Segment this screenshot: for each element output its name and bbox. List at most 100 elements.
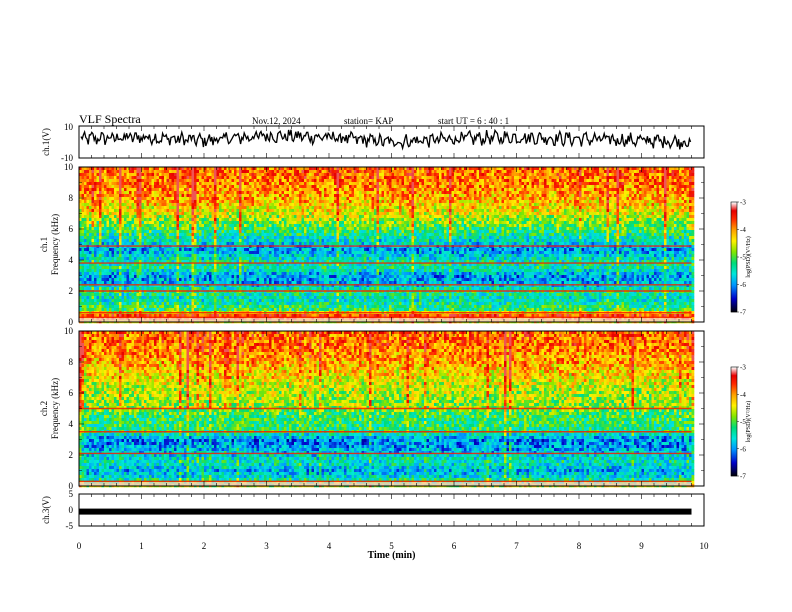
ch1-spectrogram-cell bbox=[104, 197, 107, 200]
ch1-spectrogram-cell bbox=[162, 230, 165, 233]
ch1-spectrogram-cell bbox=[87, 224, 90, 227]
ch1-spectrogram-cell bbox=[82, 221, 85, 224]
ch1-spectrogram-cell bbox=[109, 302, 112, 305]
ch1-spectrogram-cell bbox=[97, 305, 100, 308]
ch1-spectrogram-cell bbox=[129, 308, 132, 311]
ch1-spectrogram-cell bbox=[114, 194, 117, 197]
ch1-spectrogram-cell bbox=[102, 287, 105, 290]
ch1-spectrogram-cell bbox=[82, 215, 85, 218]
ch1-spectrogram-cell bbox=[139, 194, 142, 197]
ch1-spectrogram-cell bbox=[144, 254, 147, 257]
ch1-spectrogram-cell bbox=[142, 287, 145, 290]
ch1-spectrogram-cell bbox=[157, 242, 160, 245]
ch1-spectrogram-cell bbox=[122, 182, 125, 185]
ch1-spectrogram-cell bbox=[137, 212, 140, 215]
ch1-spectrogram-cell bbox=[137, 185, 140, 188]
ch1-spectrogram-cell bbox=[154, 272, 157, 275]
ch1-spectrogram-cell bbox=[104, 188, 107, 191]
ch1-spectrogram-cell bbox=[144, 197, 147, 200]
ch1-spectrogram-cell bbox=[134, 299, 137, 302]
ch1-spectrogram-cell bbox=[94, 218, 97, 221]
ch1-spectrogram-cell bbox=[97, 215, 100, 218]
ch1-spectrogram-cell bbox=[162, 242, 165, 245]
ch1-spectrogram-cell bbox=[134, 194, 137, 197]
ch1-spectrogram-cell bbox=[94, 239, 97, 242]
ch1-spectrogram-cell bbox=[97, 191, 100, 194]
ch1-spectrogram-cell bbox=[129, 197, 132, 200]
ch1-spectrogram-cell bbox=[134, 233, 137, 236]
ch1-spectrogram-cell bbox=[92, 266, 95, 269]
ch1-spectrogram-cell bbox=[139, 239, 142, 242]
ch1-spectrogram-cell bbox=[112, 218, 115, 221]
ch1-spectrogram-cell bbox=[112, 224, 115, 227]
ch1-spectrogram-cell bbox=[87, 302, 90, 305]
ch1-spectrogram-cell bbox=[124, 212, 127, 215]
ch1-spectrogram-cell bbox=[104, 203, 107, 206]
ch1-spectrogram-cell bbox=[134, 296, 137, 299]
ch1-spectrogram-cell bbox=[114, 218, 117, 221]
ch1-spectrogram-cell bbox=[159, 176, 162, 179]
ch1-spectrogram-cell bbox=[107, 179, 110, 182]
ch1-spectrogram-cell bbox=[147, 248, 150, 251]
ch1-spectrogram-cell bbox=[99, 215, 102, 218]
ch1-spectrogram-cell bbox=[84, 194, 87, 197]
ch1-spectrogram-cell bbox=[117, 170, 120, 173]
ch1-spectrogram-cell bbox=[104, 248, 107, 251]
ch1-spectrogram-cell bbox=[122, 221, 125, 224]
ch1-spectrogram-cell bbox=[104, 278, 107, 281]
ch1-spectrogram-cell bbox=[152, 257, 155, 260]
ch1-spectrogram-cell bbox=[109, 242, 112, 245]
ch1-spectrogram-cell bbox=[104, 272, 107, 275]
ch1-spectrogram-cell bbox=[134, 170, 137, 173]
ch1-spectrogram-cell bbox=[142, 242, 145, 245]
ch1-spectrogram-cell bbox=[129, 170, 132, 173]
ch1-spectrogram-cell bbox=[114, 287, 117, 290]
ch1-spectrogram-cell bbox=[107, 275, 110, 278]
ch1-spectrogram-cell bbox=[134, 179, 137, 182]
ch1-spectrogram-cell bbox=[144, 248, 147, 251]
ch1-spectrogram-cell bbox=[124, 257, 127, 260]
ch1-spectrogram-cell bbox=[107, 254, 110, 257]
ch1-spectrogram-cell bbox=[107, 176, 110, 179]
ch1-spectrogram-cell bbox=[89, 251, 92, 254]
ch1-spectrogram-cell bbox=[97, 242, 100, 245]
ch1-spectrogram-cell bbox=[144, 191, 147, 194]
ch1-spectrogram-cell bbox=[84, 191, 87, 194]
ch1-spectrogram-cell bbox=[109, 272, 112, 275]
ch1-spectrogram-cell bbox=[87, 221, 90, 224]
ch1-spectrogram-cell bbox=[84, 269, 87, 272]
ch1-spectrogram-cell bbox=[147, 173, 150, 176]
ch1-spectrogram-cell bbox=[102, 239, 105, 242]
ch1-spectrogram-cell bbox=[117, 191, 120, 194]
ch1-spectrogram-cell bbox=[154, 212, 157, 215]
ch1-spectrogram-cell bbox=[84, 257, 87, 260]
ch1-spectrogram-cell bbox=[82, 254, 85, 257]
ch1-spectrogram-cell bbox=[119, 191, 122, 194]
ch1-spectrogram-cell bbox=[129, 200, 132, 203]
ch1-spectrogram-cell bbox=[119, 179, 122, 182]
ch1-spectrogram-cell bbox=[112, 197, 115, 200]
ch1-spectrogram-cell bbox=[109, 221, 112, 224]
ch1-spectrogram-cell bbox=[94, 206, 97, 209]
ch1-spectrogram-cell bbox=[159, 287, 162, 290]
ch1-spectrogram-cell bbox=[119, 302, 122, 305]
ch1-spectrogram-cell bbox=[119, 173, 122, 176]
ch1-spectrogram-cell bbox=[117, 254, 120, 257]
ch1-spectrogram-cell bbox=[97, 179, 100, 182]
ch1-spectrogram-cell bbox=[149, 185, 152, 188]
ch1-spectrogram-cell bbox=[109, 257, 112, 260]
ch1-spectrogram-cell bbox=[109, 212, 112, 215]
ch1-spectrogram-cell bbox=[107, 236, 110, 239]
ch1-spectrogram-cell bbox=[104, 230, 107, 233]
ch1-spectrogram-cell bbox=[157, 266, 160, 269]
ch1-spectrogram-cell bbox=[147, 224, 150, 227]
ch1-spectrogram-cell bbox=[144, 200, 147, 203]
ch1-spectrogram-cell bbox=[127, 203, 130, 206]
ch1-spectrogram-cell bbox=[137, 170, 140, 173]
ch1-spectrogram-cell bbox=[87, 218, 90, 221]
ch1-spectrogram-cell bbox=[137, 305, 140, 308]
ch1-spectrogram-cell bbox=[132, 224, 135, 227]
ch1-spectrogram-cell bbox=[157, 200, 160, 203]
ch1-spectrogram-cell bbox=[84, 266, 87, 269]
ch1-spectrogram-cell bbox=[142, 212, 145, 215]
